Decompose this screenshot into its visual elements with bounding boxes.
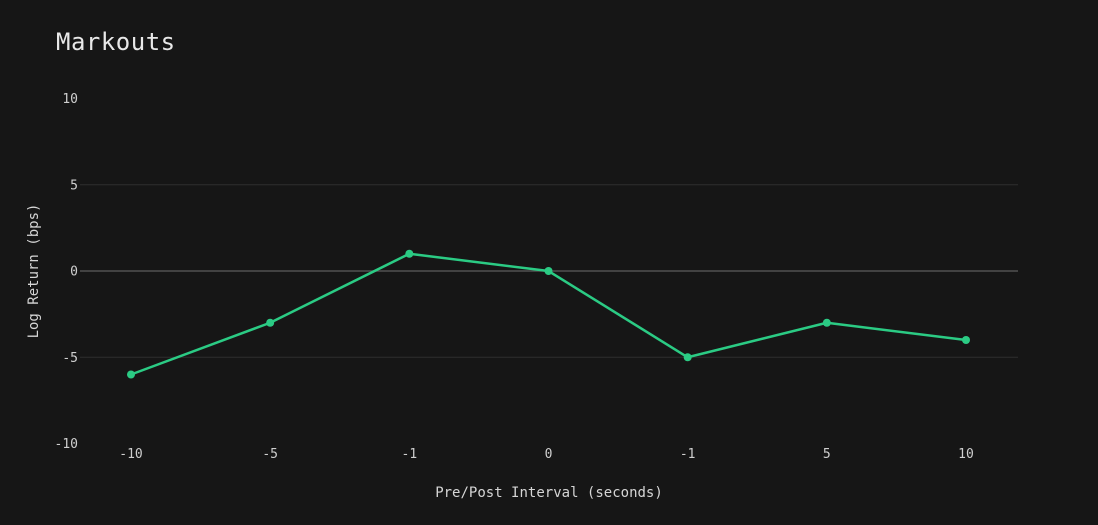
data-point — [405, 249, 414, 258]
x-tick-label: 5 — [823, 447, 831, 462]
x-tick-label: -1 — [680, 447, 696, 462]
data-point — [266, 318, 275, 327]
y-tick-label: 5 — [70, 178, 78, 193]
x-tick-label: -1 — [402, 447, 418, 462]
data-point — [683, 353, 692, 362]
x-tick-label: -5 — [262, 447, 278, 462]
data-point — [127, 370, 135, 379]
y-tick-label: 10 — [62, 92, 78, 107]
x-tick-label: 0 — [545, 447, 553, 462]
data-point — [544, 267, 553, 275]
y-axis-title: Log Return (bps) — [26, 204, 42, 339]
y-tick-label: 0 — [70, 265, 78, 280]
data-point — [962, 336, 970, 344]
y-tick-label: -5 — [62, 351, 78, 366]
x-axis-title: Pre/Post Interval (seconds) — [435, 485, 663, 501]
data-point — [822, 318, 831, 327]
x-tick-label: 10 — [958, 447, 974, 462]
chart-title: Markouts — [56, 28, 176, 56]
x-tick-label: -10 — [119, 447, 142, 462]
y-tick-label: -10 — [55, 437, 78, 452]
